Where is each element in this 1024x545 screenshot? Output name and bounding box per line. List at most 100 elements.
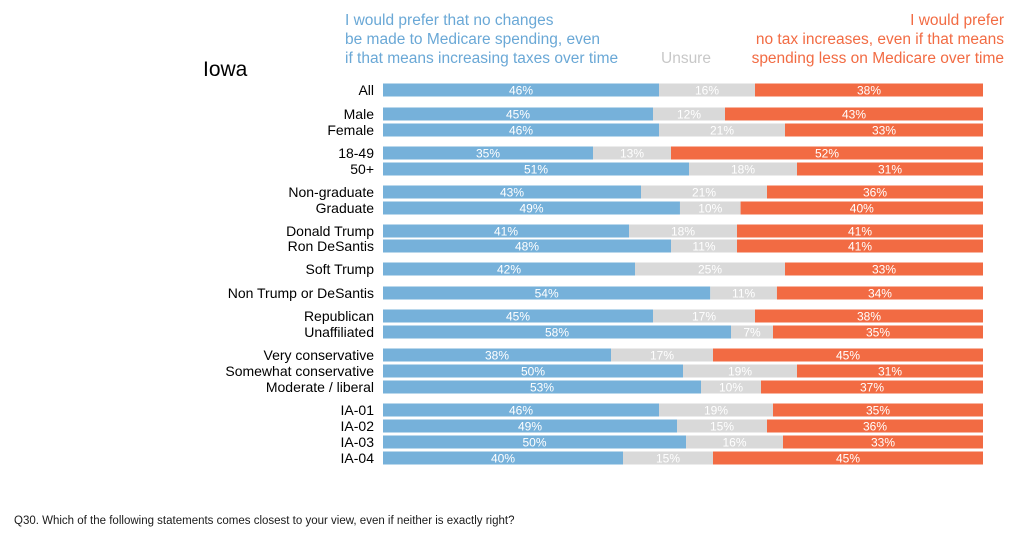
bar-segment-no-changes (383, 419, 677, 433)
data-label: 36% (863, 420, 887, 434)
row-label: All (358, 82, 374, 98)
data-label: 41% (848, 225, 872, 239)
data-label: 50% (522, 436, 546, 450)
bar-segment-unsure (701, 380, 761, 394)
bar-segment-no-tax-increases (755, 309, 983, 323)
data-label: 40% (491, 452, 515, 466)
bar-segment-no-changes (383, 201, 680, 215)
data-label: 40% (850, 202, 874, 216)
data-label: 49% (519, 202, 543, 216)
data-label: 10% (719, 381, 743, 395)
row-label: Ron DeSantis (288, 238, 374, 254)
bar-segment-no-tax-increases (783, 435, 983, 449)
row-label: Female (327, 122, 374, 138)
bar-segment-no-tax-increases (767, 185, 983, 199)
data-label: 37% (860, 381, 884, 395)
data-label: 33% (872, 124, 896, 138)
data-label: 31% (878, 163, 902, 177)
row-label: Soft Trump (306, 261, 375, 277)
data-label: 19% (728, 365, 752, 379)
bar-segment-no-tax-increases (725, 107, 983, 121)
bar-segment-no-tax-increases (761, 380, 983, 394)
row-label: Very conservative (264, 347, 375, 363)
bar-segment-unsure (623, 451, 713, 465)
data-label: 46% (509, 84, 533, 98)
bar-segment-no-changes (383, 380, 701, 394)
row-label: Non-graduate (288, 184, 374, 200)
bar-segment-no-changes (383, 162, 689, 176)
row-label: IA-03 (341, 434, 375, 450)
data-label: 25% (698, 263, 722, 277)
data-label: 58% (545, 326, 569, 340)
bar-segment-no-tax-increases (797, 162, 983, 176)
bar-segment-no-tax-increases (773, 325, 983, 339)
bar-segment-unsure (659, 83, 755, 97)
legend-no-changes: I would prefer that no changes be made t… (345, 12, 619, 67)
bar-segment-no-tax-increases (767, 419, 983, 433)
data-label: 52% (815, 147, 839, 161)
data-label: 15% (656, 452, 680, 466)
data-label: 38% (485, 349, 509, 363)
data-label: 43% (842, 108, 866, 122)
row-label: 50+ (350, 161, 374, 177)
data-label: 49% (518, 420, 542, 434)
bar-segment-no-tax-increases (797, 364, 983, 378)
bar-segment-unsure (710, 286, 777, 300)
data-label: 41% (848, 240, 872, 254)
bar-segment-unsure (686, 435, 783, 449)
bar-segment-unsure (683, 364, 797, 378)
data-label: 21% (692, 186, 716, 200)
bar-segment-no-changes (383, 309, 653, 323)
bar-segment-unsure (679, 201, 741, 215)
bar-segment-no-tax-increases (671, 146, 983, 160)
data-label: 35% (866, 326, 890, 340)
bar-segment-unsure (611, 348, 713, 362)
row-label: Non Trump or DeSantis (228, 285, 374, 301)
data-label: 19% (704, 404, 728, 418)
legend-no-tax-increases: I would prefer no tax increases, even if… (751, 12, 1004, 67)
bar-segment-no-changes (383, 403, 659, 417)
data-label: 46% (509, 124, 533, 138)
data-label: 45% (836, 349, 860, 363)
bar-segment-unsure (677, 419, 767, 433)
data-label: 11% (732, 287, 755, 301)
row-label: 18-49 (338, 145, 374, 161)
bar-segment-no-tax-increases (713, 451, 983, 465)
data-label: 35% (476, 147, 500, 161)
bar-segment-no-changes (383, 325, 731, 339)
bar-segment-no-tax-increases (785, 123, 983, 137)
bar-segment-no-changes (383, 364, 683, 378)
data-label: 45% (506, 108, 530, 122)
question-text: Q30. Which of the following statements c… (14, 515, 515, 527)
row-label: Male (344, 106, 375, 122)
data-label: 13% (620, 147, 644, 161)
bar-segment-no-tax-increases (737, 224, 983, 238)
data-label: 15% (710, 420, 734, 434)
legend-unsure: Unsure (661, 50, 711, 67)
data-label: 31% (878, 365, 902, 379)
row-label: Graduate (316, 200, 375, 216)
bar-segment-no-changes (383, 348, 611, 362)
row-label: IA-02 (341, 418, 375, 434)
data-label: 42% (497, 263, 521, 277)
data-label: 53% (530, 381, 554, 395)
data-label: 18% (671, 225, 695, 239)
data-label: 16% (695, 84, 719, 98)
data-label: 16% (722, 436, 746, 450)
bar-segment-no-changes (383, 123, 659, 137)
data-label: 17% (650, 349, 674, 363)
bar-segment-unsure (593, 146, 671, 160)
row-label: IA-01 (341, 402, 375, 418)
data-label: 35% (866, 404, 890, 418)
bar-segment-no-tax-increases (776, 286, 983, 300)
data-label: 7% (743, 326, 761, 340)
bar-segment-no-changes (383, 107, 653, 121)
data-label: 11% (692, 240, 715, 254)
bar-segment-no-changes (383, 185, 641, 199)
bar-segment-no-tax-increases (740, 201, 983, 215)
data-label: 10% (698, 202, 722, 216)
bar-segment-unsure (671, 239, 737, 253)
bar-segment-no-changes (383, 286, 711, 300)
bar-segment-no-changes (383, 435, 687, 449)
